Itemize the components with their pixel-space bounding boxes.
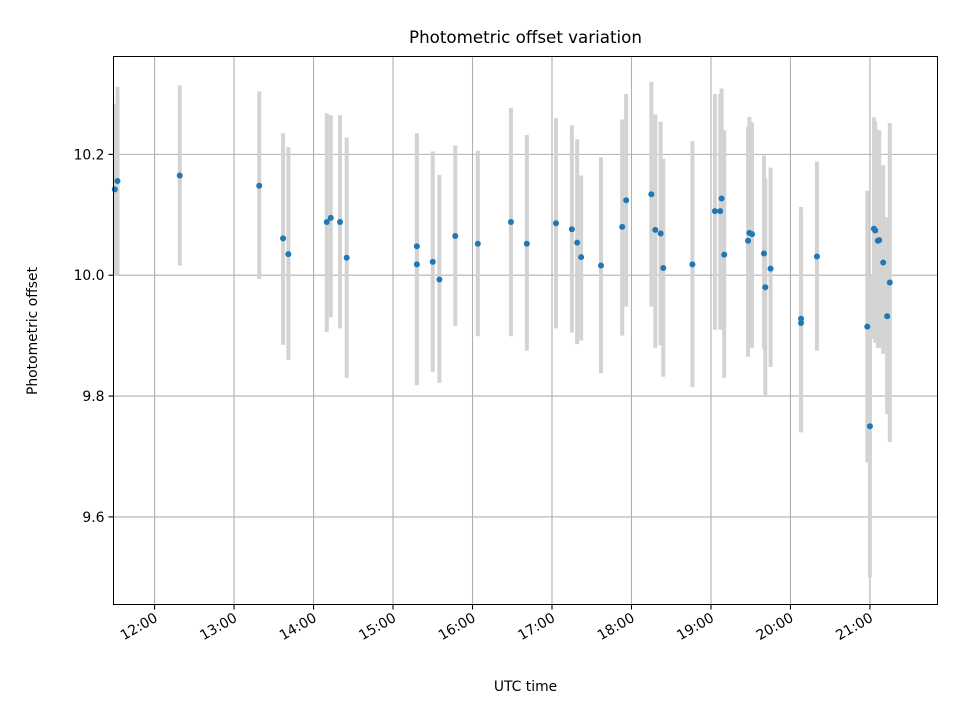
y-tick-label: 9.8 [82, 389, 104, 405]
data-point [689, 261, 696, 268]
data-point [749, 231, 756, 238]
data-point [598, 262, 605, 269]
data-point [176, 172, 183, 179]
y-tick-label: 10.2 [74, 147, 105, 163]
data-point [413, 243, 420, 250]
data-point [327, 214, 334, 221]
data-point [767, 265, 774, 272]
data-point [337, 219, 344, 226]
data-point [721, 251, 728, 258]
data-point [884, 313, 891, 320]
data-point [660, 264, 667, 271]
data-point [574, 239, 581, 246]
data-point [323, 219, 330, 226]
data-point [657, 230, 664, 237]
data-point [872, 227, 879, 234]
data-point [507, 219, 514, 226]
y-tick-label: 9.6 [82, 510, 104, 526]
data-point [745, 237, 752, 244]
data-point [619, 223, 626, 230]
data-point [578, 254, 585, 261]
data-point [429, 258, 436, 265]
data-point [623, 197, 630, 204]
data-point [886, 279, 893, 286]
plot-frame [113, 56, 938, 605]
data-point [413, 261, 420, 268]
data-point [711, 208, 718, 215]
data-point [798, 319, 805, 326]
data-point [717, 208, 724, 215]
data-point [552, 220, 559, 227]
data-point [798, 315, 805, 322]
data-point [760, 250, 767, 257]
data-points [111, 172, 893, 430]
data-point [813, 253, 820, 260]
data-point [568, 226, 575, 233]
data-point [343, 254, 350, 261]
data-point [718, 195, 725, 202]
y-axis-title: Photometric offset [25, 266, 41, 395]
data-point [652, 226, 659, 233]
data-point [866, 423, 873, 430]
data-point [762, 284, 769, 291]
y-tick-label: 10.0 [74, 268, 105, 284]
data-point [114, 177, 121, 184]
data-point [280, 235, 287, 242]
data-point [111, 186, 118, 193]
data-point [436, 276, 443, 283]
data-point [452, 232, 459, 239]
data-point [876, 237, 883, 244]
data-point [648, 191, 655, 198]
data-point [474, 240, 481, 247]
data-point [256, 182, 263, 189]
data-point [523, 240, 530, 247]
data-point [880, 259, 887, 266]
y-axis: 9.6 9.8 10.0 10.2 [74, 147, 114, 526]
data-point [864, 323, 871, 330]
x-axis-title: UTC time [494, 679, 557, 695]
data-point [285, 251, 292, 258]
chart-title: Photometric offset variation [409, 27, 642, 47]
